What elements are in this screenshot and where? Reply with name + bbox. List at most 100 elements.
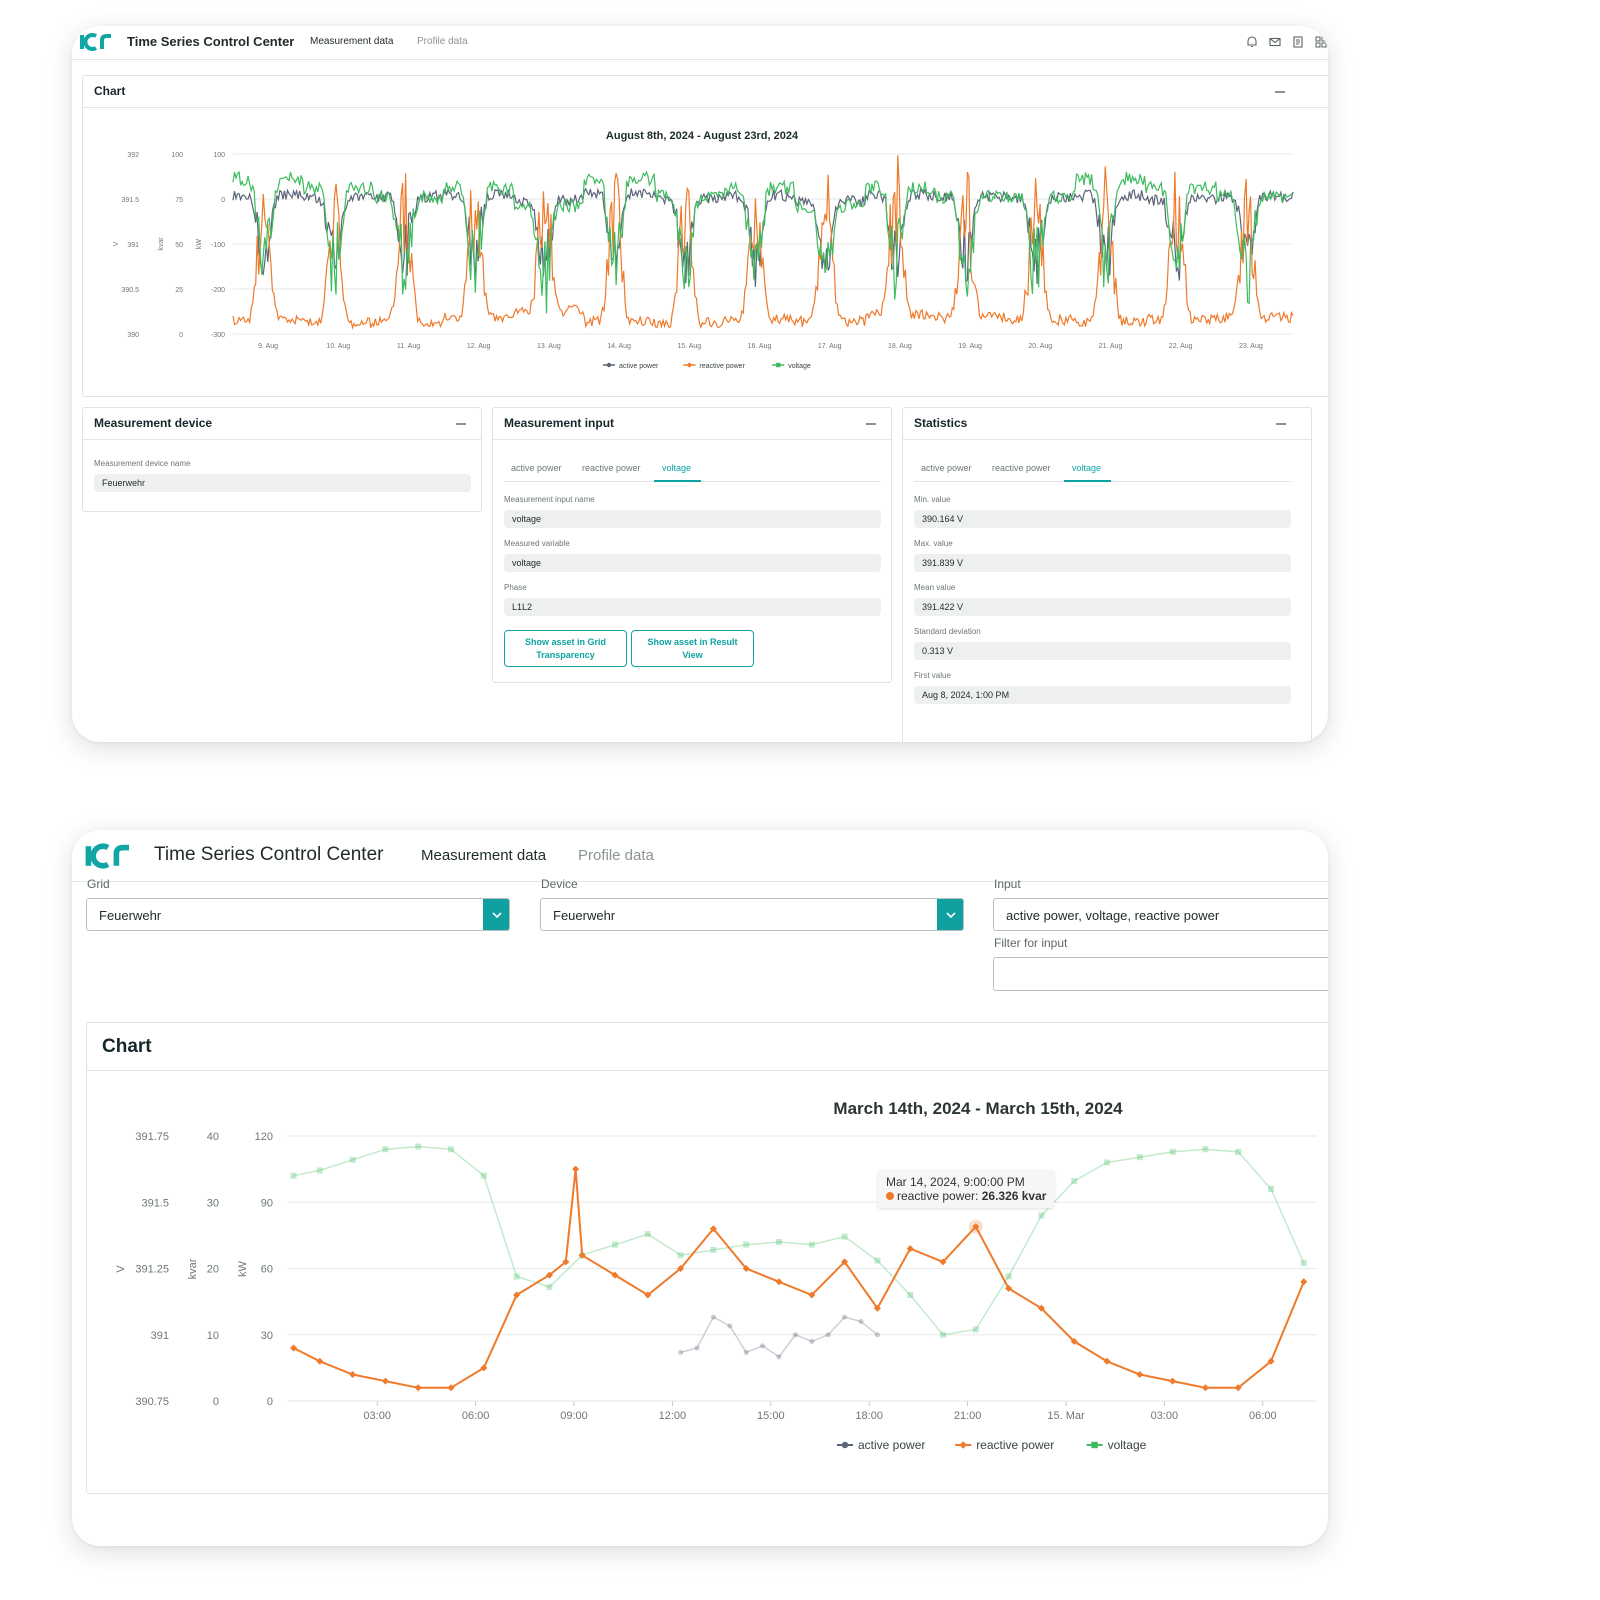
data-point-active-power (809, 1338, 815, 1344)
collapse-button[interactable] (456, 423, 466, 425)
show-in-grid-transparency-button[interactable]: Show asset in Grid Transparency (504, 630, 627, 667)
data-point-voltage (940, 1331, 946, 1338)
data-point-reactive-power (1005, 1284, 1013, 1292)
app-header: Time Series Control Center Measurement d… (72, 830, 1328, 882)
y-tick-label: -200 (211, 287, 225, 294)
y-tick-label: 10 (207, 1330, 219, 1342)
x-tick-label: 06:00 (462, 1410, 490, 1422)
y-tick-label: 390.5 (121, 287, 139, 294)
tab-active-power[interactable]: active power (921, 463, 972, 473)
nav-measurement-data[interactable]: Measurement data (421, 847, 547, 864)
data-point-reactive-power (1201, 1384, 1209, 1392)
legend-label: voltage (788, 363, 811, 370)
nav-profile-data[interactable]: Profile data (417, 36, 468, 47)
y-tick-label: 0 (267, 1396, 273, 1408)
app-header: Time Series Control Center Measurement d… (72, 26, 1328, 60)
collapse-button[interactable] (866, 423, 876, 425)
legend-marker (841, 1441, 849, 1449)
tab-reactive-power[interactable]: reactive power (992, 463, 1051, 473)
x-tick-label: 15:00 (757, 1410, 785, 1422)
data-point-reactive-power (611, 1271, 619, 1279)
device-dropdown-button[interactable] (937, 899, 963, 930)
mean-value-field: 391.422 V (914, 598, 1291, 616)
data-point-reactive-power (1169, 1377, 1177, 1385)
data-point-voltage (448, 1146, 454, 1153)
data-point-voltage (677, 1252, 684, 1259)
data-point-active-power (874, 1332, 881, 1338)
phase-field[interactable]: L1L2 (504, 598, 881, 616)
data-point-voltage (808, 1241, 815, 1248)
data-point-active-power (727, 1323, 733, 1329)
mean-value-label: Mean value (914, 583, 956, 592)
y-tick-label: 390.75 (135, 1396, 169, 1408)
y-axis-unit: V (115, 1265, 127, 1273)
legend-marker (686, 362, 693, 368)
x-tick-label: 14. Aug (607, 343, 631, 350)
device-name-field[interactable]: Feuerwehr (94, 474, 471, 492)
data-point-reactive-power (775, 1278, 783, 1286)
min-value-field: 390.164 V (914, 510, 1291, 528)
y-tick-label: 90 (261, 1197, 273, 1209)
y-tick-label: 0 (221, 197, 225, 204)
y-tick-label: 75 (175, 197, 183, 204)
x-tick-label: 10. Aug (326, 343, 350, 350)
tab-reactive-power[interactable]: reactive power (582, 463, 641, 473)
card-title: Chart (102, 1036, 152, 1057)
tab-voltage[interactable]: voltage (662, 463, 692, 473)
y-tick-label: 120 (255, 1131, 273, 1143)
grid-dropdown-button[interactable] (483, 899, 509, 930)
data-point-voltage (546, 1284, 553, 1291)
show-in-result-view-button[interactable]: Show asset in Result View (631, 630, 754, 667)
data-point-active-power (760, 1343, 766, 1349)
chart-card: Chart March 14th, 2024 - March 15th, 202… (86, 1022, 1328, 1494)
device-select[interactable]: Feuerwehr (540, 898, 964, 931)
y-tick-label: 50 (175, 242, 183, 249)
collapse-button[interactable] (1275, 91, 1285, 93)
tab-voltage[interactable]: voltage (1072, 463, 1102, 473)
x-tick-label: 16. Aug (748, 343, 772, 350)
input-select[interactable]: active power, voltage, reactive power (993, 898, 1328, 931)
tooltip-time: Mar 14, 2024, 9:00:00 PM (886, 1175, 1025, 1189)
apps-icon[interactable] (1314, 35, 1328, 49)
y-tick-label: 0 (213, 1396, 219, 1408)
tab-active-power[interactable]: active power (511, 463, 562, 473)
legend-marker (606, 362, 612, 368)
card-title: Chart (94, 84, 126, 98)
data-point-reactive-power (316, 1357, 324, 1365)
data-point-voltage (710, 1246, 717, 1253)
grid-select[interactable]: Feuerwehr (86, 898, 510, 931)
x-tick-label: 18:00 (855, 1410, 883, 1422)
filter-input[interactable] (993, 957, 1328, 991)
data-point-reactive-power (841, 1258, 849, 1266)
mail-icon[interactable] (1268, 35, 1282, 49)
grid-select-value: Feuerwehr (99, 908, 162, 923)
data-point-reactive-power (480, 1364, 488, 1372)
input-name-field[interactable]: voltage (504, 510, 881, 528)
nav-profile-data[interactable]: Profile data (578, 847, 654, 864)
measured-variable-field[interactable]: voltage (504, 554, 881, 572)
data-point-reactive-power (906, 1245, 914, 1253)
collapse-button[interactable] (1276, 423, 1286, 425)
nav-measurement-data[interactable]: Measurement data (310, 36, 394, 47)
y-axis-unit: kW (237, 1260, 249, 1277)
document-icon[interactable] (1291, 35, 1305, 49)
first-value-field: Aug 8, 2024, 1:00 PM (914, 686, 1291, 704)
y-axis-unit: kvar (158, 237, 165, 251)
x-tick-label: 9. Aug (258, 343, 278, 350)
bell-icon[interactable] (1245, 35, 1259, 49)
x-tick-label: 23. Aug (1239, 343, 1263, 350)
device-name-label: Measurement device name (94, 459, 191, 468)
x-tick-label: 19. Aug (958, 343, 982, 350)
data-point-active-power (858, 1318, 864, 1325)
data-point-voltage (480, 1172, 487, 1179)
data-point-voltage (1235, 1148, 1242, 1155)
data-point-voltage (1300, 1260, 1307, 1267)
data-point-voltage (1202, 1146, 1209, 1153)
y-tick-label: 391 (127, 242, 139, 249)
filter-label: Filter for input (994, 936, 1068, 950)
y-tick-label: 25 (175, 287, 183, 294)
y-tick-label: 40 (207, 1131, 219, 1143)
data-point-reactive-power (1267, 1357, 1275, 1365)
x-tick-label: 03:00 (363, 1410, 391, 1422)
legend-label: voltage (1108, 1438, 1147, 1452)
